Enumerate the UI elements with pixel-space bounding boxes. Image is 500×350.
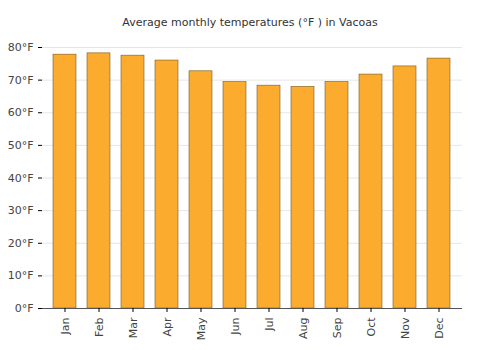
html-text:Average monthly temperatures (: Average monthly temperatures (°F ) in Va… (122, 16, 378, 29)
svg-text:Apr: Apr (161, 317, 174, 337)
svg-text:80°F: 80°F (8, 41, 34, 54)
svg-text:60°F: 60°F (8, 106, 34, 119)
svg-text:Jun: Jun (229, 317, 242, 335)
svg-text:Sep: Sep (331, 317, 344, 338)
svg-text:May: May (195, 317, 208, 340)
svg-text:Nov: Nov (399, 317, 412, 339)
svg-text:10°F: 10°F (8, 269, 34, 282)
svg-text:50°F: 50°F (8, 139, 34, 152)
svg-text:Aug: Aug (297, 318, 310, 339)
svg-text:Mar: Mar (127, 317, 140, 338)
svg-text:Jan: Jan (59, 317, 72, 335)
svg-text:Jul: Jul (263, 318, 276, 332)
svg-text:30°F: 30°F (8, 204, 34, 217)
svg-text:40°F: 40°F (8, 172, 34, 185)
svg-text:20°F: 20°F (8, 237, 34, 250)
svg-text:0°F: 0°F (15, 302, 34, 315)
svg-text:Oct: Oct (365, 317, 378, 337)
svg-text:Dec: Dec (433, 318, 446, 339)
svg-text:70°F: 70°F (8, 74, 34, 87)
svg-text:Feb: Feb (93, 317, 106, 336)
